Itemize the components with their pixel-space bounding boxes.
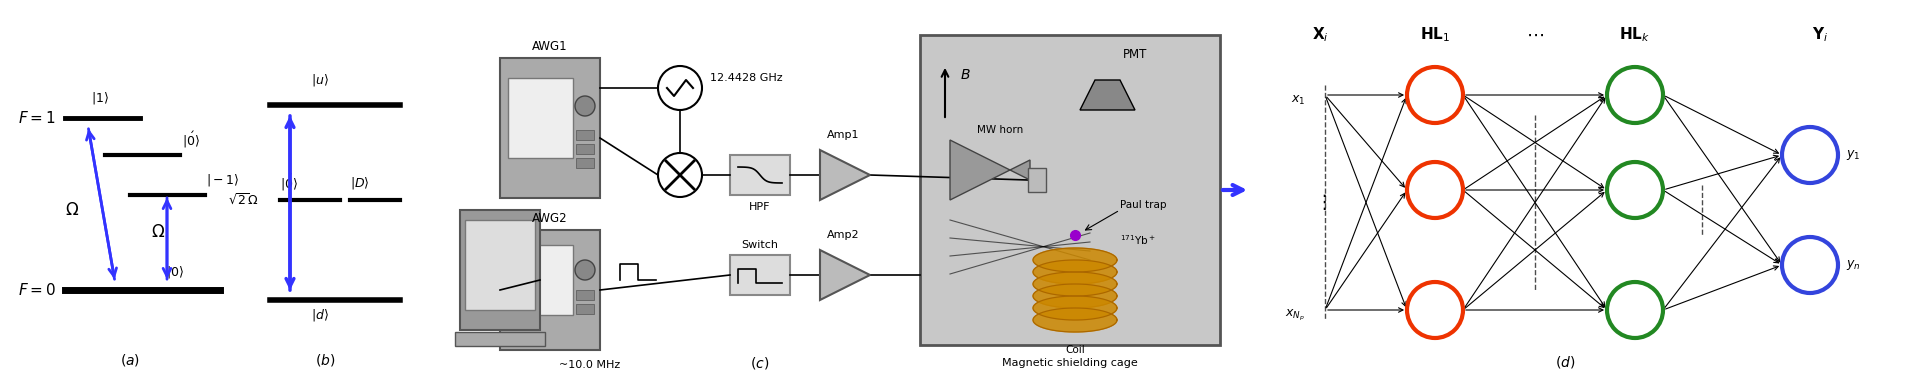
Text: $(c)$: $(c)$ (751, 355, 770, 371)
Bar (509, 78, 572, 158)
Text: $|u\rangle$: $|u\rangle$ (311, 72, 328, 88)
Bar (461, 210, 540, 330)
Text: $F=1$: $F=1$ (17, 110, 56, 126)
Polygon shape (1033, 248, 1117, 272)
Circle shape (659, 153, 703, 197)
Text: $|\acute{0}\rangle$: $|\acute{0}\rangle$ (182, 130, 200, 150)
Text: Paul trap: Paul trap (1119, 200, 1167, 210)
Circle shape (1607, 162, 1663, 218)
Circle shape (1607, 282, 1663, 338)
Bar (455, 332, 545, 346)
Circle shape (1782, 237, 1837, 293)
Text: $x_{N_p}$: $x_{N_p}$ (1284, 307, 1306, 323)
Circle shape (1407, 162, 1463, 218)
Text: $y_n$: $y_n$ (1845, 258, 1860, 272)
Circle shape (1407, 282, 1463, 338)
Polygon shape (1033, 284, 1117, 308)
Bar (576, 144, 593, 154)
Text: Switch: Switch (741, 240, 778, 250)
Text: $B$: $B$ (960, 68, 972, 82)
Polygon shape (1033, 296, 1117, 320)
Text: $|-1\rangle$: $|-1\rangle$ (205, 172, 240, 188)
Text: 12.4428 GHz: 12.4428 GHz (710, 73, 783, 83)
Text: $|d\rangle$: $|d\rangle$ (311, 307, 328, 323)
Bar (920, 35, 1219, 345)
Text: $|D\rangle$: $|D\rangle$ (349, 175, 371, 191)
Bar (730, 155, 789, 195)
Text: $F=0$: $F=0$ (17, 282, 56, 298)
Polygon shape (820, 250, 870, 300)
Bar (576, 130, 593, 140)
Text: $(b)$: $(b)$ (315, 352, 336, 368)
Text: $\vdots$: $\vdots$ (1313, 192, 1327, 212)
Text: AWG1: AWG1 (532, 39, 568, 53)
Text: HPF: HPF (749, 202, 770, 212)
Bar (576, 290, 593, 300)
Text: $|\acute{0}\rangle$: $|\acute{0}\rangle$ (280, 173, 298, 193)
Polygon shape (1033, 260, 1117, 284)
Text: $\cdots$: $\cdots$ (1526, 26, 1544, 44)
Text: Amp1: Amp1 (828, 130, 860, 140)
Text: $\Omega$: $\Omega$ (65, 201, 79, 219)
Polygon shape (1033, 308, 1117, 332)
Text: Coil: Coil (1066, 345, 1085, 355)
Polygon shape (820, 150, 870, 200)
Circle shape (659, 66, 703, 110)
Text: Magnetic shielding cage: Magnetic shielding cage (1002, 358, 1139, 368)
Text: $\mathbf{Y}_i$: $\mathbf{Y}_i$ (1812, 26, 1828, 44)
Text: ~10.0 MHz: ~10.0 MHz (559, 360, 620, 370)
Polygon shape (1079, 80, 1135, 110)
Text: $y_1$: $y_1$ (1845, 148, 1860, 162)
Bar (465, 220, 536, 310)
Bar (1027, 168, 1046, 192)
Circle shape (1607, 67, 1663, 123)
Text: Amp2: Amp2 (828, 230, 860, 240)
Bar (509, 245, 572, 315)
Text: MW horn: MW horn (977, 125, 1023, 135)
Text: $\mathbf{HL}_1$: $\mathbf{HL}_1$ (1419, 26, 1450, 44)
Bar (499, 230, 599, 350)
Text: $^{171}$Yb$^+$: $^{171}$Yb$^+$ (1119, 233, 1156, 247)
Bar (499, 58, 599, 198)
Text: $x_1$: $x_1$ (1290, 94, 1306, 106)
Text: PMT: PMT (1123, 49, 1146, 61)
Text: $(d)$: $(d)$ (1555, 354, 1574, 370)
Bar (730, 255, 789, 295)
Bar (576, 304, 593, 314)
Text: $\mathbf{X}_i$: $\mathbf{X}_i$ (1311, 26, 1329, 44)
Polygon shape (950, 140, 1029, 200)
Circle shape (574, 260, 595, 280)
Text: $(a)$: $(a)$ (119, 352, 140, 368)
Text: AWG2: AWG2 (532, 211, 568, 224)
Circle shape (1407, 67, 1463, 123)
Bar (576, 158, 593, 168)
Polygon shape (1033, 272, 1117, 296)
Text: $|0\rangle$: $|0\rangle$ (165, 264, 184, 280)
Text: $\mathbf{HL}_k$: $\mathbf{HL}_k$ (1619, 26, 1651, 44)
Text: $\sqrt{2}\Omega$: $\sqrt{2}\Omega$ (228, 193, 257, 208)
Circle shape (574, 96, 595, 116)
Text: $|1\rangle$: $|1\rangle$ (90, 90, 109, 106)
Circle shape (1782, 127, 1837, 183)
Text: $\Omega$: $\Omega$ (152, 223, 165, 241)
